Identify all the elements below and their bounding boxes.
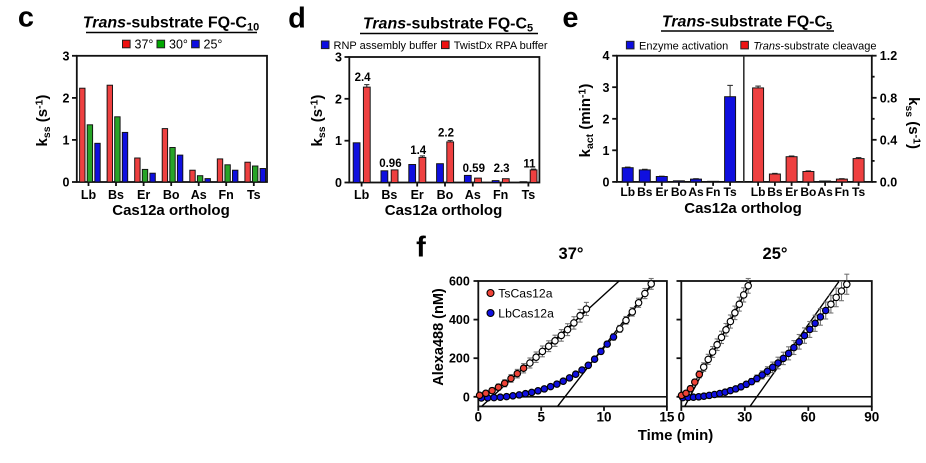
- svg-text:60: 60: [801, 410, 816, 425]
- svg-text:1.4: 1.4: [410, 145, 427, 157]
- svg-text:Bs: Bs: [767, 185, 783, 199]
- svg-text:0.96: 0.96: [379, 158, 401, 170]
- svg-text:Cas12a ortholog: Cas12a ortholog: [684, 200, 802, 217]
- svg-text:2.3: 2.3: [494, 163, 510, 175]
- svg-text:Bo: Bo: [671, 185, 687, 199]
- svg-text:Fn: Fn: [493, 188, 508, 202]
- svg-text:Ts: Ts: [247, 188, 261, 202]
- svg-text:0: 0: [678, 410, 686, 425]
- svg-text:Ts: Ts: [724, 185, 737, 199]
- svg-text:Cas12a ortholog: Cas12a ortholog: [112, 202, 230, 219]
- svg-text:0.0: 0.0: [880, 175, 897, 189]
- svg-text:0: 0: [335, 176, 342, 190]
- svg-text:Lb: Lb: [81, 188, 97, 202]
- svg-text:2.4: 2.4: [355, 72, 372, 84]
- svg-text:200: 200: [449, 352, 470, 366]
- svg-text:Trans-substrate FQ-C5: Trans-substrate FQ-C5: [662, 14, 832, 33]
- svg-text:As: As: [817, 185, 833, 199]
- svg-text:1.2: 1.2: [880, 49, 897, 63]
- svg-text:Er: Er: [137, 188, 150, 202]
- svg-text:11: 11: [523, 159, 536, 171]
- svg-text:2.2: 2.2: [438, 128, 454, 140]
- svg-text:2: 2: [63, 91, 70, 105]
- svg-text:0: 0: [63, 176, 70, 190]
- svg-text:d: d: [288, 3, 306, 35]
- svg-text:2: 2: [335, 92, 342, 106]
- svg-text:As: As: [191, 188, 207, 202]
- svg-text:Enzyme activation: Enzyme activation: [639, 40, 728, 52]
- svg-text:Trans-substrate cleavage: Trans-substrate cleavage: [753, 40, 876, 52]
- svg-text:RNP assembly buffer: RNP assembly buffer: [334, 40, 438, 52]
- svg-text:10: 10: [596, 410, 611, 425]
- svg-text:Cas12a ortholog: Cas12a ortholog: [385, 202, 503, 219]
- svg-text:37°: 37°: [559, 245, 584, 263]
- svg-text:90: 90: [864, 410, 879, 425]
- svg-text:Er: Er: [411, 188, 424, 202]
- svg-text:c: c: [18, 2, 34, 34]
- svg-text:15: 15: [659, 410, 675, 425]
- svg-text:Fn: Fn: [219, 188, 234, 202]
- svg-text:TwistDx RPA buffer: TwistDx RPA buffer: [454, 40, 548, 52]
- svg-text:37°: 37°: [135, 37, 154, 51]
- svg-text:Er: Er: [655, 185, 668, 199]
- svg-text:25°: 25°: [204, 37, 223, 51]
- svg-text:Fn: Fn: [706, 185, 721, 199]
- svg-text:0.8: 0.8: [880, 91, 897, 105]
- svg-text:Lb: Lb: [751, 185, 766, 199]
- svg-text:Fn: Fn: [835, 185, 850, 199]
- svg-text:Ts: Ts: [522, 188, 536, 202]
- svg-text:Er: Er: [785, 185, 798, 199]
- svg-text:3: 3: [603, 81, 610, 95]
- svg-text:Bs: Bs: [108, 188, 124, 202]
- svg-text:25°: 25°: [763, 245, 788, 263]
- svg-text:0.4: 0.4: [880, 133, 897, 147]
- svg-text:Bs: Bs: [637, 185, 653, 199]
- svg-text:Lb: Lb: [354, 188, 370, 202]
- svg-text:1: 1: [63, 133, 70, 147]
- svg-text:Alexa488 (nM): Alexa488 (nM): [431, 288, 447, 386]
- svg-text:As: As: [688, 185, 704, 199]
- svg-text:1: 1: [603, 144, 610, 158]
- svg-text:400: 400: [449, 313, 470, 327]
- svg-text:f: f: [416, 232, 426, 264]
- svg-text:TsCas12a: TsCas12a: [498, 286, 552, 300]
- svg-text:Bo: Bo: [800, 185, 816, 199]
- svg-text:0: 0: [603, 175, 610, 189]
- svg-text:30: 30: [737, 410, 752, 425]
- svg-text:1: 1: [335, 134, 342, 148]
- svg-text:2: 2: [603, 112, 610, 126]
- svg-text:Ts: Ts: [852, 185, 865, 199]
- svg-text:3: 3: [335, 51, 342, 65]
- svg-text:Lb: Lb: [620, 185, 635, 199]
- svg-text:LbCas12a: LbCas12a: [498, 306, 554, 320]
- svg-text:5: 5: [537, 410, 545, 425]
- svg-text:Time (min): Time (min): [638, 427, 714, 444]
- svg-text:As: As: [465, 188, 481, 202]
- svg-text:Bo: Bo: [437, 188, 454, 202]
- svg-text:30°: 30°: [169, 37, 188, 51]
- svg-text:0.59: 0.59: [463, 163, 485, 175]
- svg-text:0: 0: [475, 410, 483, 425]
- svg-text:Trans-substrate FQ-C10: Trans-substrate FQ-C10: [83, 15, 259, 34]
- svg-text:Trans-substrate FQ-C5: Trans-substrate FQ-C5: [363, 16, 533, 35]
- svg-text:Bo: Bo: [163, 188, 180, 202]
- svg-text:Bs: Bs: [381, 188, 397, 202]
- svg-text:600: 600: [449, 275, 470, 289]
- svg-text:4: 4: [603, 49, 610, 63]
- svg-text:3: 3: [63, 49, 70, 63]
- svg-text:e: e: [562, 2, 578, 34]
- svg-text:0: 0: [463, 390, 470, 404]
